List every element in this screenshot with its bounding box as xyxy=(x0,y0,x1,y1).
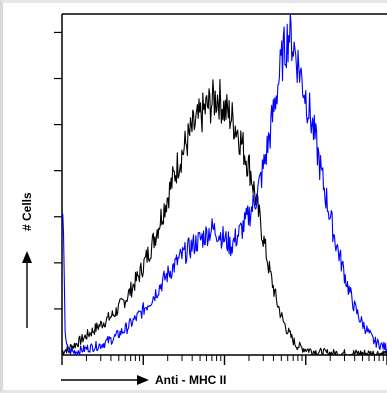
series-layer xyxy=(61,13,387,356)
x-axis-label: Anti - MHC II xyxy=(155,373,226,387)
x-arrow-head xyxy=(137,375,149,385)
histogram-chart: Anti - MHC II # Cells xyxy=(20,13,387,387)
axes xyxy=(54,13,387,365)
series-line-black xyxy=(61,79,387,356)
axis-arrows xyxy=(22,251,149,385)
y-axis-label: # Cells xyxy=(20,192,34,231)
y-arrow-head xyxy=(22,251,32,263)
series-line-blue xyxy=(61,13,387,356)
axis-labels: Anti - MHC II # Cells xyxy=(20,192,226,387)
